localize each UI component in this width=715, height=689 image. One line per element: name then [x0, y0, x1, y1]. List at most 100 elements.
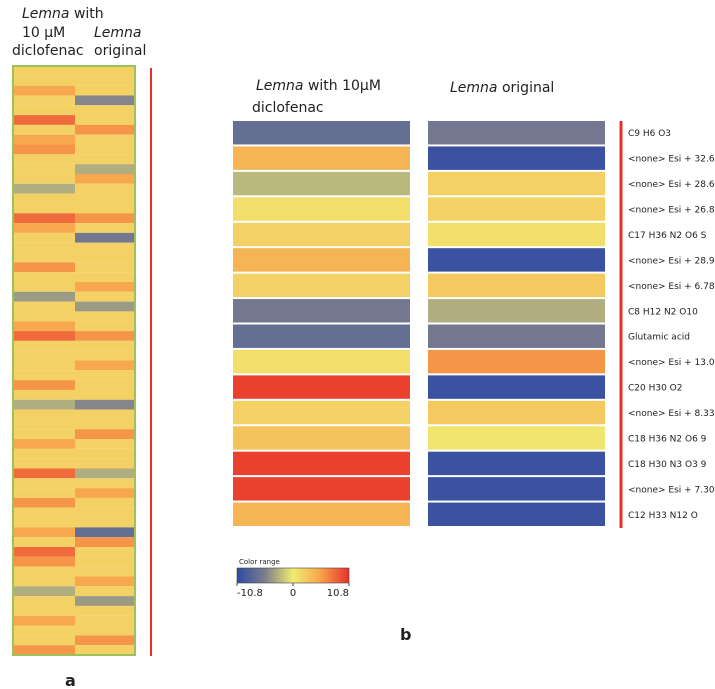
heat-cell	[75, 183, 135, 194]
heat-cell	[13, 615, 75, 626]
colorbar-title: Color range	[239, 558, 280, 566]
colorbar	[236, 567, 350, 584]
heat-cell	[75, 301, 135, 312]
heat-cell	[13, 291, 75, 302]
heat-cell	[428, 477, 605, 501]
heat-cell	[428, 502, 605, 526]
heat-cell	[13, 429, 75, 440]
heat-cell	[75, 242, 135, 253]
row-label: C12 H33 N12 O	[628, 511, 698, 521]
heat-cell	[233, 451, 410, 476]
heat-cell	[13, 537, 75, 548]
heat-cell	[75, 66, 135, 76]
heat-cell	[13, 105, 75, 116]
colorbar-tick-label: 10.8	[327, 588, 349, 599]
row-label: <none> Esi + 8.33	[628, 409, 715, 419]
heat-cell	[75, 586, 135, 597]
heat-cell	[13, 468, 75, 479]
heat-cell	[233, 299, 410, 323]
heat-cell	[75, 370, 135, 381]
row-label: <none> Esi + 13.0	[628, 358, 715, 368]
heat-cell	[75, 576, 135, 587]
heat-cell	[75, 409, 135, 420]
heat-cell	[75, 527, 135, 538]
heat-cell	[75, 419, 135, 430]
heat-cell	[13, 645, 75, 655]
heat-cell	[13, 448, 75, 459]
heat-cell	[75, 458, 135, 469]
heat-cell	[75, 144, 135, 155]
heat-cell	[13, 173, 75, 184]
heat-cell	[13, 547, 75, 557]
heat-cell	[428, 146, 605, 170]
heat-cell	[75, 193, 135, 204]
heat-cell	[13, 252, 75, 263]
heat-cell	[428, 222, 605, 247]
column-header: Lemna with 10µM diclofenac	[252, 78, 381, 116]
heat-cell	[428, 197, 605, 221]
column-header: Lemna original	[450, 80, 554, 96]
heat-cell	[75, 321, 135, 332]
heat-cell	[75, 605, 135, 616]
heat-cell	[13, 242, 75, 253]
heat-cell	[75, 439, 135, 449]
heat-cell	[75, 340, 135, 351]
heat-cell	[13, 85, 75, 96]
row-label: C18 H30 N3 O3 9	[628, 460, 707, 470]
heat-cell	[428, 324, 605, 348]
heat-cell	[75, 105, 135, 116]
heat-cell	[13, 556, 75, 567]
heat-cell	[75, 645, 135, 655]
heat-cell	[13, 507, 75, 518]
heat-cell	[13, 154, 75, 165]
heat-cell	[75, 213, 135, 224]
heat-cell	[13, 144, 75, 155]
heat-cell	[75, 566, 135, 577]
heat-cell	[13, 164, 75, 174]
heat-cell	[75, 399, 135, 410]
heat-cell	[75, 232, 135, 243]
row-label: <none> Esi + 28.9	[628, 256, 715, 266]
heat-cell	[75, 429, 135, 440]
heat-cell	[233, 324, 410, 348]
row-label: C20 H30 O2	[628, 384, 683, 394]
heat-cell	[428, 248, 605, 272]
heat-cell	[75, 272, 135, 282]
heat-cell	[428, 400, 605, 425]
heat-cell	[13, 272, 75, 282]
heat-cell	[75, 625, 135, 636]
heat-cell	[233, 248, 410, 272]
heat-cell	[75, 154, 135, 165]
panel-label: a	[65, 671, 76, 689]
heat-cell	[13, 203, 75, 214]
row-label: <none> Esi + 26.8	[628, 206, 715, 216]
heat-cell	[13, 517, 75, 528]
row-label: C9 H6 O3	[628, 129, 671, 139]
heat-cell	[75, 291, 135, 302]
heat-cell	[13, 605, 75, 616]
row-label: Glutamic acid	[628, 333, 690, 343]
heat-cell	[13, 527, 75, 538]
heat-cell	[233, 146, 410, 170]
row-label: <none> Esi + 28.6	[628, 180, 715, 190]
heat-cell	[13, 478, 75, 489]
heat-cell	[75, 252, 135, 263]
heat-cell	[428, 171, 605, 196]
heat-cell	[75, 350, 135, 361]
heat-cell	[233, 426, 410, 450]
heat-cell	[233, 349, 410, 374]
heat-cell	[75, 497, 135, 508]
heat-cell	[75, 164, 135, 174]
heat-cell	[13, 566, 75, 577]
heat-cell	[13, 625, 75, 636]
heat-cell	[75, 488, 135, 498]
heat-cell	[75, 547, 135, 557]
row-label: C17 H36 N2 O6 S	[628, 231, 707, 241]
heat-cell	[75, 517, 135, 528]
heat-cell	[13, 380, 75, 390]
heat-cell	[13, 409, 75, 420]
heat-cell	[75, 537, 135, 548]
heat-cell	[75, 556, 135, 567]
heat-cell	[13, 232, 75, 243]
